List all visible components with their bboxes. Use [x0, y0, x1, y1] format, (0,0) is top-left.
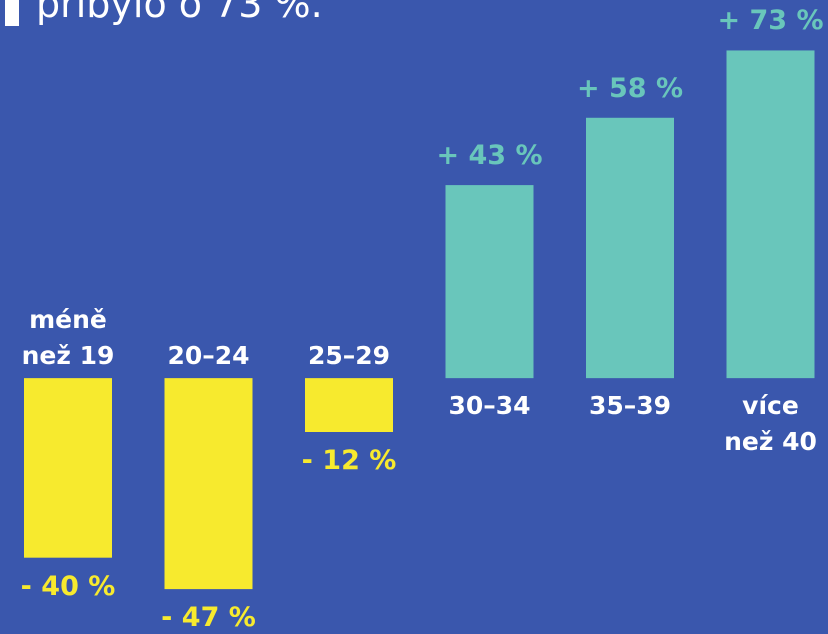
value-label: - 40 %: [0, 572, 138, 602]
value-label: - 12 %: [279, 446, 419, 476]
bar: [305, 378, 393, 432]
x-tick-label: více než 40: [721, 388, 821, 460]
infographic: přibylo o 73 %. - 40 %méně než 19- 47 %2…: [0, 0, 828, 634]
bar: [727, 50, 815, 378]
x-tick-label: 25–29: [299, 338, 399, 374]
value-label: - 47 %: [139, 603, 279, 633]
x-tick-label: méně než 19: [18, 302, 118, 374]
value-label: + 43 %: [420, 141, 560, 171]
x-tick-label: 35–39: [580, 388, 680, 424]
value-label: + 73 %: [701, 6, 828, 36]
value-label: + 58 %: [560, 74, 700, 104]
chart: [0, 0, 828, 634]
bar: [446, 185, 534, 378]
bar: [165, 378, 253, 589]
bar: [586, 118, 674, 378]
x-tick-label: 30–34: [440, 388, 540, 424]
bar: [24, 378, 112, 558]
x-tick-label: 20–24: [159, 338, 259, 374]
